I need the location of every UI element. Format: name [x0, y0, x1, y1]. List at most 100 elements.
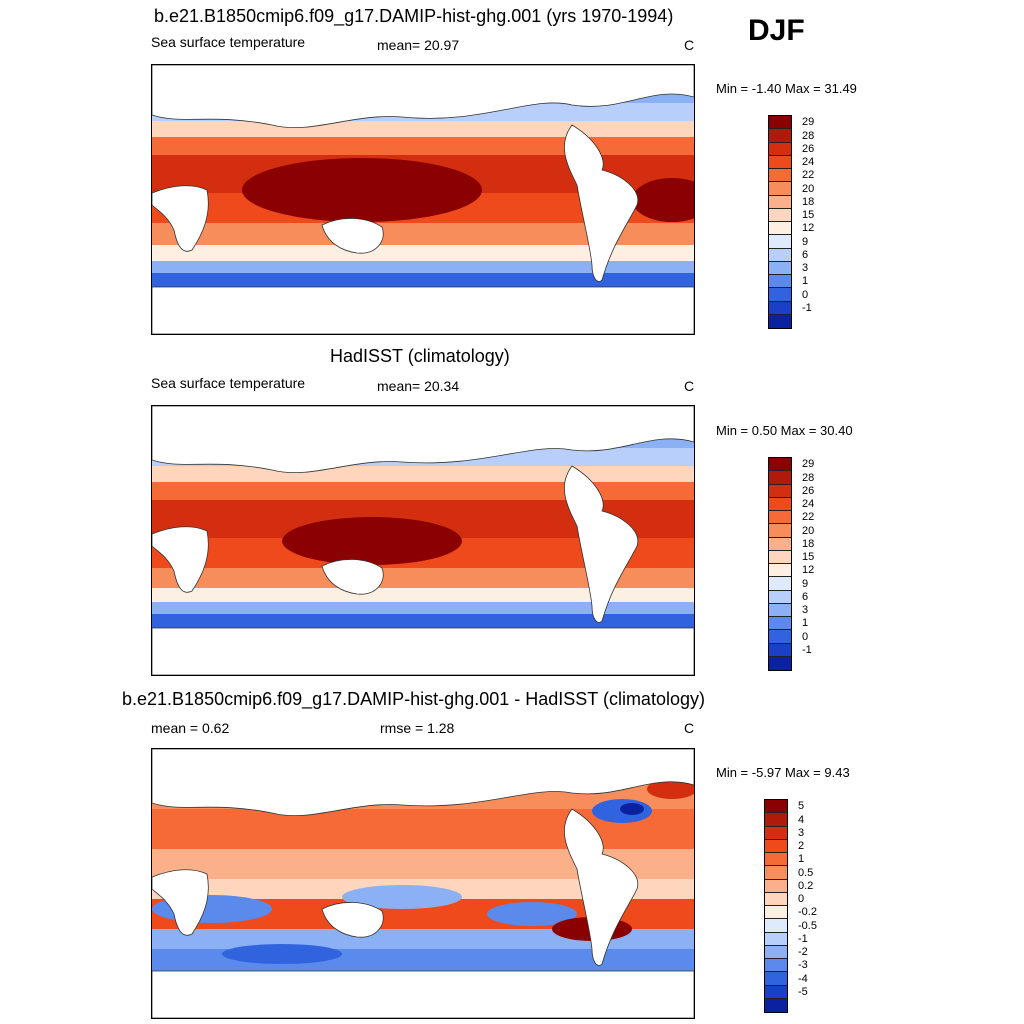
panel-2-variable-label: Sea surface temperature [151, 375, 306, 391]
panel-3-colorbar-swatch [765, 906, 787, 920]
panel-3-colorbar-swatch [765, 826, 787, 840]
panel-1-map-plot [152, 65, 694, 334]
panel-3-colorbar-swatch [765, 945, 787, 959]
colorbar-tick-label: 5 [798, 800, 805, 812]
panel-1-colorbar-swatch [769, 182, 791, 196]
panel-2-colorbar-swatch [769, 630, 791, 644]
panel-2-colorbar-swatch [769, 458, 791, 472]
panel-3-rmse-label: rmse = 1.28 [380, 720, 455, 736]
panel-3-colorbar-swatch [765, 892, 787, 906]
colorbar-tick-label: 6 [802, 249, 809, 261]
panel-1-colorbar-swatch [769, 142, 791, 156]
colorbar-tick-label: -2 [798, 946, 808, 958]
colorbar-tick-label: 9 [802, 578, 809, 590]
colorbar-tick-label: 0.5 [798, 867, 814, 879]
colorbar-tick-label: 6 [802, 591, 809, 603]
panel-1-title: b.e21.B1850cmip6.f09_g17.DAMIP-hist-ghg.… [154, 6, 674, 26]
panel-1-colorbar-swatch [769, 195, 791, 209]
panel-3-colorbar [764, 799, 788, 1013]
season-label: DJF [748, 14, 805, 47]
panel-1-colorbar-swatch [769, 261, 791, 275]
panel-1-colorbar-swatch [769, 248, 791, 262]
colorbar-tick-label: 3 [802, 262, 809, 274]
panel-3-map-plot [152, 749, 694, 1018]
panel-1-colorbar-swatch [769, 129, 791, 143]
panel-2-map-plot [152, 406, 694, 675]
colorbar-tick-label: 3 [802, 604, 809, 616]
colorbar-tick-label: 26 [802, 485, 815, 497]
colorbar-tick-label: 0 [802, 289, 809, 301]
panel-3-colorbar-swatch [765, 879, 787, 893]
colorbar-tick-label: 0 [802, 631, 809, 643]
colorbar-tick-label: 24 [802, 156, 815, 168]
panel-3-colorbar-swatch [765, 839, 787, 853]
panel-1-map [151, 64, 695, 335]
panel-1-colorbar-swatch [769, 208, 791, 222]
panel-2-minmax: Min = 0.50 Max = 30.40 [716, 423, 853, 438]
colorbar-tick-label: 0.2 [798, 880, 814, 892]
colorbar-tick-label: 4 [798, 814, 805, 826]
panel-2-colorbar-swatch [769, 590, 791, 604]
colorbar-tick-label: 20 [802, 183, 815, 195]
panel-1-colorbar-swatch [769, 275, 791, 289]
panel-3-units: C [684, 720, 695, 736]
panel-2-colorbar-swatch [769, 603, 791, 617]
colorbar-tick-label: 24 [802, 498, 815, 510]
panel-2-colorbar-swatch [769, 564, 791, 578]
panel-2-colorbar-swatch [769, 643, 791, 657]
colorbar-tick-label: 12 [802, 564, 815, 576]
colorbar-tick-label: 1 [798, 853, 805, 865]
colorbar-tick-label: 3 [798, 827, 805, 839]
colorbar-tick-label: 26 [802, 143, 815, 155]
panel-2-colorbar [768, 457, 792, 671]
colorbar-tick-label: 20 [802, 525, 815, 537]
colorbar-tick-label: 18 [802, 538, 815, 550]
colorbar-tick-label: 18 [802, 196, 815, 208]
panel-3-mean-label: mean = 0.62 [151, 720, 230, 736]
panel-1-units: C [684, 37, 695, 53]
panel-2-colorbar-swatch [769, 511, 791, 525]
colorbar-tick-label: 12 [802, 222, 815, 234]
panel-2-colorbar-swatch [769, 577, 791, 591]
panel-1-colorbar [768, 115, 792, 329]
panel-1-colorbar-swatch [769, 235, 791, 249]
panel-2-colorbar-swatch [769, 471, 791, 485]
panel-1-mean-label: mean= 20.97 [377, 37, 460, 53]
colorbar-tick-label: 29 [802, 116, 815, 128]
panel-1-colorbar-swatch [769, 222, 791, 236]
panel-2-colorbar-swatch [769, 550, 791, 564]
colorbar-tick-label: 22 [802, 169, 815, 181]
colorbar-tick-label: -0.2 [798, 906, 817, 918]
panel-2-colorbar-swatch [769, 656, 791, 670]
panel-2-colorbar-swatch [769, 617, 791, 631]
colorbar-tick-label: 0 [798, 893, 805, 905]
panel-1-colorbar-swatch [769, 155, 791, 169]
panel-3-colorbar-swatch [765, 959, 787, 973]
colorbar-tick-label: 28 [802, 472, 815, 484]
colorbar-tick-label: 15 [802, 551, 815, 563]
colorbar-tick-label: -1 [802, 302, 812, 314]
colorbar-tick-label: 15 [802, 209, 815, 221]
panel-3-colorbar-swatch [765, 919, 787, 933]
panel-3-colorbar-swatch [765, 972, 787, 986]
colorbar-tick-label: -4 [798, 973, 808, 985]
panel-1-colorbar-swatch [769, 169, 791, 183]
colorbar-tick-label: -1 [798, 933, 808, 945]
panel-3-colorbar-swatch [765, 813, 787, 827]
panel-2-title: HadISST (climatology) [330, 346, 510, 366]
colorbar-tick-label: 9 [802, 236, 809, 248]
colorbar-tick-label: -0.5 [798, 920, 817, 932]
colorbar-tick-label: 1 [802, 617, 809, 629]
colorbar-tick-label: 2 [798, 840, 805, 852]
panel-3-colorbar-swatch [765, 866, 787, 880]
panel-1-colorbar-swatch [769, 288, 791, 302]
colorbar-tick-label: -3 [798, 959, 808, 971]
panel-2-colorbar-swatch [769, 537, 791, 551]
panel-2-map [151, 405, 695, 676]
colorbar-tick-label: -1 [802, 644, 812, 656]
panel-3-minmax: Min = -5.97 Max = 9.43 [716, 765, 850, 780]
colorbar-tick-label: 1 [802, 275, 809, 287]
colorbar-tick-label: 29 [802, 458, 815, 470]
panel-3-map [151, 748, 695, 1019]
panel-2-mean-label: mean= 20.34 [377, 378, 460, 394]
